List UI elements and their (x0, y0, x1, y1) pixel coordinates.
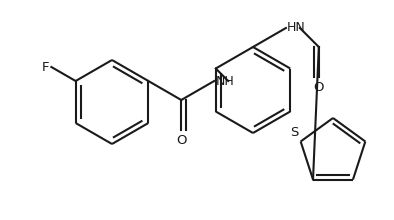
Text: S: S (290, 126, 299, 139)
Text: O: O (314, 81, 324, 94)
Text: HN: HN (287, 20, 306, 33)
Text: O: O (176, 134, 186, 147)
Text: NH: NH (216, 75, 235, 88)
Text: F: F (42, 61, 49, 73)
